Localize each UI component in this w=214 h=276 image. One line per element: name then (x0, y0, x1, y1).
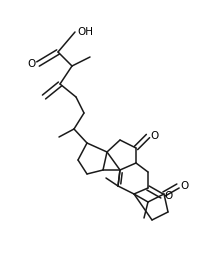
Text: O: O (164, 191, 172, 201)
Text: O: O (150, 131, 158, 141)
Text: OH: OH (77, 27, 93, 37)
Text: O: O (180, 181, 188, 191)
Text: O: O (28, 59, 36, 69)
